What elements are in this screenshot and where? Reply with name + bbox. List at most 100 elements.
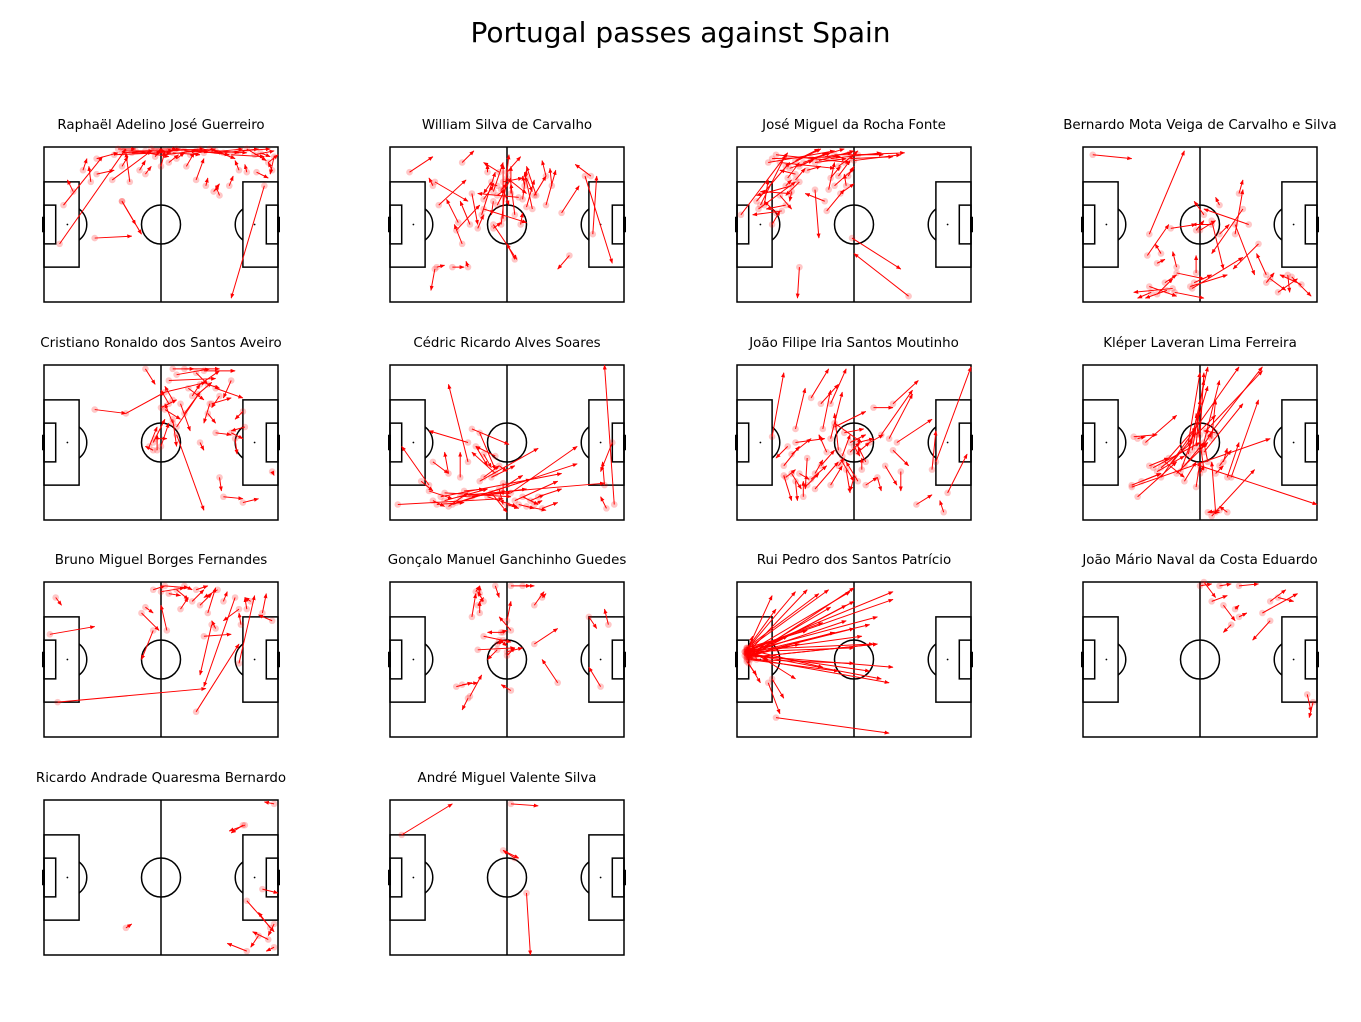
pass-arrow [428, 177, 434, 186]
pass-arrow [1146, 224, 1170, 256]
center-circle [833, 422, 875, 463]
pass-start-point [1130, 433, 1137, 440]
six-yard-box-left [43, 639, 57, 680]
goal-left [1081, 434, 1084, 451]
pass-arrow [267, 923, 275, 937]
pass-arrow [444, 492, 512, 499]
pitch [388, 146, 626, 303]
pass-arrow [1156, 258, 1166, 264]
pass-arrow [1194, 412, 1205, 470]
pass-arrow [1160, 366, 1240, 478]
penalty-box-left [736, 399, 773, 486]
pass-start-point [885, 435, 893, 442]
pass-arrow [191, 383, 201, 397]
penalty-spot-left [759, 223, 762, 226]
pass-arrow [160, 422, 170, 447]
pass-arrow [461, 150, 475, 163]
pass-start-point [835, 446, 842, 454]
penalty-spot-left [759, 441, 762, 444]
pass-arrow [443, 451, 449, 474]
pass-arrow [746, 629, 808, 649]
penalty-spot-right [253, 441, 256, 444]
pass-arrow [125, 391, 166, 414]
pitch [1081, 146, 1319, 303]
pass-arrow [223, 496, 244, 501]
pass-start-point [768, 675, 776, 683]
pass-arrow [1190, 274, 1228, 287]
pass-start-point [1188, 446, 1196, 454]
pass-arrow [795, 167, 806, 181]
penalty-spot-right [599, 876, 602, 879]
goal-right [970, 216, 973, 233]
penalty-box-right [588, 834, 625, 921]
pass-start-point [192, 586, 200, 594]
pass-arrow [771, 372, 785, 437]
pass-start-point [554, 679, 561, 687]
six-yard-box-right [611, 639, 625, 680]
pass-arrow [584, 175, 613, 264]
pass-arrow [498, 488, 504, 505]
pass-start-point [768, 433, 776, 440]
pass-arrow [588, 616, 598, 629]
goal-right [623, 869, 626, 886]
pitch [1081, 578, 1319, 738]
pass-arrow [440, 472, 563, 498]
pass-start-point [492, 582, 499, 590]
pass-arrow [588, 666, 602, 687]
pass-arrow [49, 625, 96, 635]
pass-arrow [160, 586, 185, 593]
penalty-spot-left [66, 876, 69, 879]
pass-arrow [892, 380, 919, 405]
pass-arrow [111, 150, 152, 181]
center-circle [140, 422, 182, 463]
goal-right [970, 434, 973, 451]
pass-start-point [519, 196, 526, 203]
pass-arrow [892, 449, 909, 467]
six-yard-box-left [389, 422, 403, 463]
center-circle [1179, 204, 1221, 245]
pass-arrow [465, 260, 470, 268]
pass-arrow [160, 389, 170, 404]
penalty-arc-left [424, 208, 434, 241]
pass-arrow [756, 162, 791, 202]
pass-start-point [839, 452, 846, 460]
pass-arrow [746, 642, 874, 651]
pass-arrow [1234, 224, 1256, 276]
pass-arrow [160, 604, 168, 631]
pass-arrow [477, 591, 485, 602]
pass-start-point [796, 470, 803, 477]
pitch-lines [389, 799, 625, 956]
pass-start-point [114, 145, 122, 153]
pass-arrow [851, 237, 902, 270]
penalty-spot-left [1105, 658, 1108, 661]
pass-arrow [1199, 372, 1206, 435]
penalty-arc-left [771, 426, 781, 459]
pass-arrow [254, 149, 275, 156]
pass-arrow [475, 445, 496, 457]
pass-arrow [471, 487, 527, 498]
penalty-spot-left [412, 223, 415, 226]
pass-arrow [203, 597, 236, 688]
pass-start-point [558, 209, 565, 217]
pass-arrow [1223, 624, 1232, 633]
goal-left [42, 651, 45, 668]
pass-arrow [234, 411, 244, 420]
center-circle [833, 639, 875, 680]
pass-arrow [804, 193, 825, 202]
pass-arrow [1306, 694, 1313, 713]
pass-arrow [750, 659, 855, 666]
pass-arrow [121, 156, 129, 167]
pass-arrow [574, 164, 592, 177]
pass-arrow [1207, 366, 1263, 437]
pass-arrow [822, 389, 832, 430]
penalty-spot-right [253, 876, 256, 879]
pass-arrow [509, 183, 516, 215]
pass-arrow [1265, 272, 1275, 283]
pass-arrow [492, 224, 518, 260]
pass-arrow [746, 591, 796, 651]
pass-arrow [506, 156, 522, 173]
pass-arrow [269, 156, 275, 175]
pass-arrow [168, 592, 181, 597]
pass-start-point [394, 501, 402, 508]
center-circle [486, 857, 528, 898]
